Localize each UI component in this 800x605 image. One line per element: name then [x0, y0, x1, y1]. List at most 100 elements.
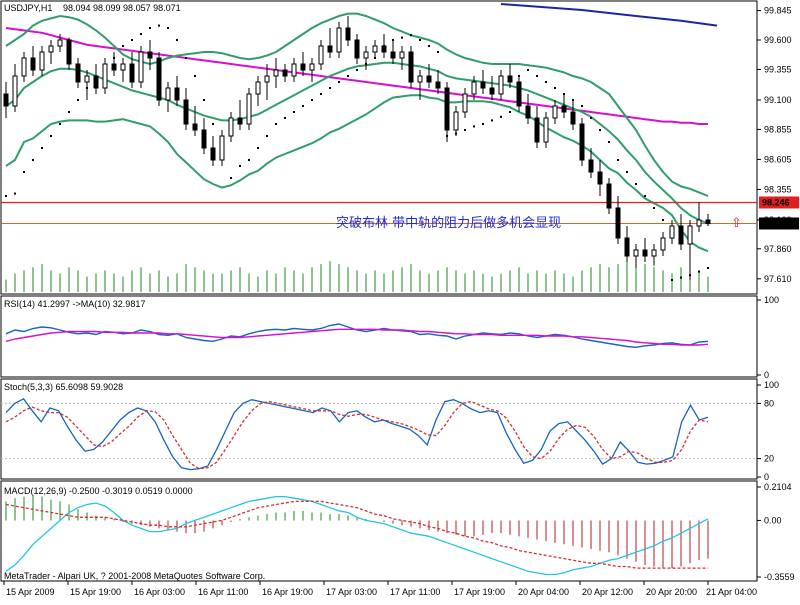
time-tick-label: 20 Apr 12:00 — [582, 587, 633, 597]
sar-dot — [149, 27, 151, 29]
candle-bear — [30, 57, 36, 71]
candle-bull — [417, 75, 423, 83]
sar-dot — [509, 111, 511, 113]
sar-dot — [23, 171, 25, 173]
sar-dot — [68, 111, 70, 113]
sar-dot — [635, 183, 637, 185]
sar-dot — [59, 123, 61, 125]
candle-bear — [507, 75, 513, 83]
candle-bull — [498, 75, 504, 95]
stoch-tick-label: 20 — [764, 454, 774, 464]
macd-pane-frame — [0, 480, 758, 582]
stoch-series-d — [5, 400, 709, 470]
price-tick-label: 98.855 — [764, 124, 792, 134]
candle-bull — [309, 63, 315, 71]
sar-dot — [401, 36, 403, 39]
candle-bear — [345, 27, 351, 41]
price-tick-label: 97.610 — [764, 274, 792, 284]
candle-bull — [696, 219, 702, 227]
macd-axis: 0.2104 0.00 -0.3559 — [757, 482, 795, 582]
candle-bull — [669, 225, 675, 239]
sar-dot — [527, 69, 529, 71]
slow-ma-line — [500, 3, 718, 27]
sar-dot — [626, 171, 628, 173]
candle-bull — [453, 111, 459, 131]
candle-bear — [408, 51, 414, 83]
candle-bear — [282, 69, 288, 77]
time-tick-label: 21 Apr 04:00 — [706, 587, 757, 597]
candle-bull — [651, 249, 657, 257]
candle-bull — [39, 51, 45, 71]
candle-bull — [120, 63, 126, 71]
sar-dot — [590, 117, 592, 119]
rsi-series-layer — [5, 323, 709, 349]
price-tick-label: 98.605 — [764, 154, 792, 164]
candle-bull — [228, 117, 234, 137]
sar-dot — [329, 87, 331, 89]
sar-dot — [464, 129, 466, 131]
candle-bull — [57, 39, 63, 47]
candle-bear — [354, 39, 360, 59]
time-axis: 15 Apr 2009 15 Apr 19:00 16 Apr 03:00 16 Ap… — [3, 581, 757, 597]
candle-bull — [552, 105, 558, 119]
time-tick-label: 17 Apr 03:00 — [326, 587, 377, 597]
price-tick-label: 98.355 — [764, 184, 792, 194]
sar-dot — [491, 119, 493, 122]
candle-bear — [597, 171, 603, 185]
macd-tick-label: 0.00 — [764, 515, 782, 525]
candle-bull — [543, 117, 549, 143]
rsi-series-ma10 — [5, 328, 709, 346]
sar-dot — [194, 75, 196, 77]
price-tick-label: 97.860 — [764, 244, 792, 254]
candle-bull — [462, 93, 468, 113]
middle-band-line — [5, 61, 709, 225]
stoch-pane[interactable]: Stoch(5,3,3) 65.6098 59.9028 — [0, 378, 758, 480]
sar-dot — [185, 57, 187, 59]
ohlc-readout: 98.094 98.099 98.057 98.071 — [63, 3, 181, 13]
sar-dot — [248, 159, 250, 161]
rsi-pane[interactable]: RSI(14) 41.2997 ->MA(10) 32.9817 — [0, 295, 758, 378]
sar-dot — [176, 39, 178, 41]
sar-dot — [239, 165, 241, 167]
price-axis: 99.845 99.600 99.355 99.100 98.855 98.605 98.3… — [757, 6, 799, 284]
candle-bear — [93, 75, 99, 89]
candle-bear — [327, 45, 333, 53]
candle-bull — [318, 45, 324, 65]
sar-dot — [536, 75, 538, 77]
price-tick-label: 99.355 — [764, 64, 792, 74]
candle-bear — [66, 39, 72, 65]
sar-dot — [50, 135, 52, 137]
candle-bear — [381, 45, 387, 53]
candle-bear — [192, 123, 198, 131]
rsi-axis: 100 0 — [757, 295, 779, 380]
candle-bear — [525, 105, 531, 119]
price-tick-label: 99.600 — [764, 35, 792, 45]
macd-pane[interactable]: MACD(12,26,9) -0.2500 -0.3019 0.0519 0.0… — [0, 480, 758, 582]
time-tick-label: 17 Apr 11:00 — [390, 587, 440, 597]
candle-bear — [705, 219, 711, 225]
candle-bull — [471, 81, 477, 95]
time-tick-label: 20 Apr 20:00 — [646, 587, 697, 597]
price-pane[interactable]: USDJPY,H1 98.094 98.099 98.057 98.071 突破… — [0, 0, 758, 295]
sar-dot — [545, 81, 547, 83]
sar-dot — [437, 51, 439, 53]
time-tick-label: 15 Apr 2009 — [6, 587, 55, 597]
sar-dot — [599, 129, 601, 131]
price-label-text: 98.246 — [762, 197, 790, 207]
upper-band-line — [5, 12, 709, 197]
candle-bull — [255, 81, 261, 95]
macd-series-layer — [5, 495, 709, 576]
candle-bull — [102, 63, 108, 89]
sar-dot — [581, 105, 583, 107]
candle-bear — [480, 81, 486, 89]
candle-bear — [615, 207, 621, 239]
sar-dot — [473, 125, 475, 128]
candle-bull — [264, 75, 270, 83]
price-pane-title: USDJPY,H1 — [4, 3, 52, 13]
stoch-tick-label: 80 — [764, 398, 774, 408]
sar-dot — [356, 69, 358, 71]
candle-bear — [435, 81, 441, 89]
price-label-box — [759, 217, 799, 230]
